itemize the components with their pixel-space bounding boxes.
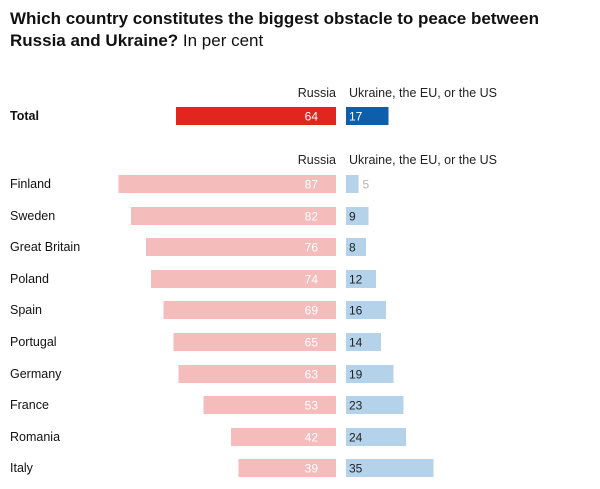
row-poland-bar-ukraine-eu-us [346, 270, 376, 288]
row-italy-label: Italy [10, 461, 34, 475]
row-spain-label: Spain [10, 303, 42, 317]
row-poland-bar-russia [151, 270, 336, 288]
row-finland-bar-russia [118, 175, 336, 193]
row-great-britain-bar-russia [146, 238, 336, 256]
row-italy-value-russia: 39 [305, 462, 319, 476]
total-row-label: Total [10, 109, 39, 123]
row-sweden-value-ukraine-eu-us: 9 [349, 210, 356, 224]
row-sweden-label: Sweden [10, 209, 55, 223]
row-finland-bar-ukraine-eu-us [346, 175, 359, 193]
row-poland-label: Poland [10, 272, 49, 286]
row-portugal-value-russia: 65 [305, 336, 319, 350]
total-row-bar-russia [176, 107, 336, 125]
row-portugal-bar-ukraine-eu-us [346, 333, 381, 351]
row-finland-label: Finland [10, 177, 51, 191]
row-spain-value-ukraine-eu-us: 16 [349, 304, 363, 318]
row-france-value-ukraine-eu-us: 23 [349, 399, 363, 413]
row-germany-value-ukraine-eu-us: 19 [349, 368, 363, 382]
row-france-value-russia: 53 [305, 399, 319, 413]
row-great-britain-value-ukraine-eu-us: 8 [349, 241, 356, 255]
row-romania-bar-russia [231, 428, 336, 446]
row-poland-value-ukraine-eu-us: 12 [349, 273, 363, 287]
column-header-ukraine-eu-us: Ukraine, the EU, or the US [349, 153, 497, 167]
row-sweden-bar-ukraine-eu-us [346, 207, 369, 225]
row-germany-bar-ukraine-eu-us [346, 365, 394, 383]
row-romania-label: Romania [10, 430, 60, 444]
column-header-ukraine-eu-us-total: Ukraine, the EU, or the US [349, 86, 497, 100]
row-finland-value-ukraine-eu-us: 5 [363, 178, 370, 192]
chart-title-main: Which country constitutes the biggest ob… [10, 9, 539, 50]
row-france-bar-russia [203, 396, 336, 414]
row-italy-bar-russia [238, 459, 336, 477]
row-great-britain-label: Great Britain [10, 240, 80, 254]
row-germany-bar-russia [178, 365, 336, 383]
row-portugal-value-ukraine-eu-us: 14 [349, 336, 363, 350]
column-header-russia: Russia [298, 153, 336, 167]
row-portugal-bar-russia [173, 333, 336, 351]
row-great-britain-bar-ukraine-eu-us [346, 238, 366, 256]
row-spain-bar-russia [163, 301, 336, 319]
total-row-value-ukraine-eu-us: 17 [349, 110, 363, 124]
row-poland-value-russia: 74 [305, 273, 319, 287]
row-romania-value-russia: 42 [305, 431, 319, 445]
row-sweden-bar-russia [131, 207, 336, 225]
row-spain-bar-ukraine-eu-us [346, 301, 386, 319]
row-great-britain-value-russia: 76 [305, 241, 319, 255]
chart-subtitle: In per cent [182, 31, 264, 50]
row-germany-label: Germany [10, 367, 62, 381]
chart-title: Which country constitutes the biggest ob… [10, 8, 590, 52]
row-germany-value-russia: 63 [305, 368, 319, 382]
total-row-value-russia: 64 [305, 110, 319, 124]
row-romania-value-ukraine-eu-us: 24 [349, 431, 363, 445]
row-romania-bar-ukraine-eu-us [346, 428, 406, 446]
total-row-bar-ukraine-eu-us [346, 107, 389, 125]
row-italy-bar-ukraine-eu-us [346, 459, 434, 477]
row-portugal-label: Portugal [10, 335, 57, 349]
row-france-bar-ukraine-eu-us [346, 396, 404, 414]
row-spain-value-russia: 69 [305, 304, 319, 318]
row-finland-value-russia: 87 [305, 178, 319, 192]
row-italy-value-ukraine-eu-us: 35 [349, 462, 363, 476]
row-sweden-value-russia: 82 [305, 210, 319, 224]
column-header-russia-total: Russia [298, 86, 336, 100]
row-france-label: France [10, 398, 49, 412]
